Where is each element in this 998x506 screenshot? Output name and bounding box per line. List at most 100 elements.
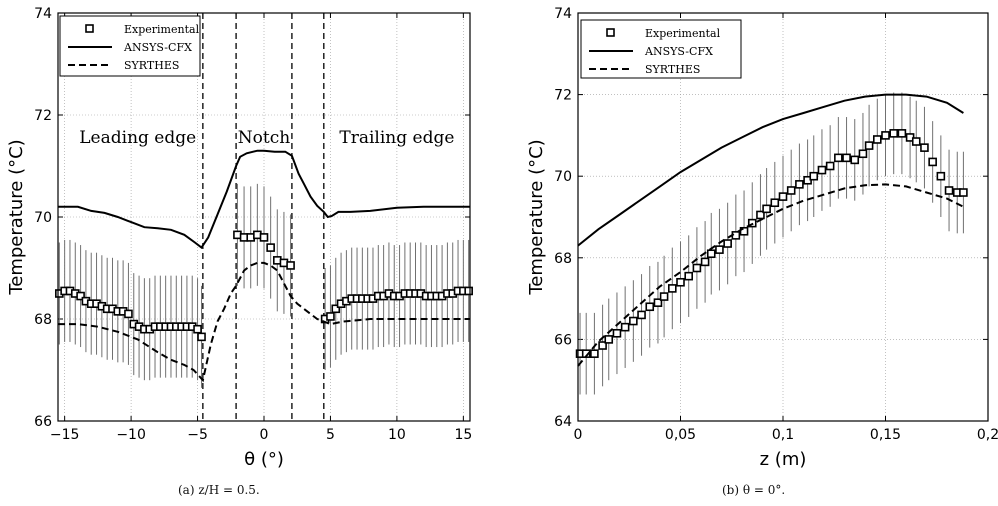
legend-label: SYRTHES (124, 59, 179, 72)
data-point-marker (612, 328, 622, 338)
caption-b: (b) θ = 0°. (722, 483, 786, 497)
x-tick-label: 0 (574, 427, 583, 443)
legend-marker-sample (606, 28, 615, 37)
y-tick-label: 72 (34, 108, 52, 124)
caption-a: (a) z/H = 0.5. (178, 483, 260, 497)
y-tick-label: 66 (34, 414, 52, 430)
y-tick-label: 70 (34, 210, 52, 226)
data-point-marker (259, 233, 269, 242)
legend-label: Experimental (124, 23, 200, 36)
y-tick-label: 66 (554, 332, 572, 348)
y-tick-label: 74 (554, 6, 572, 22)
chart-b: 0 0,05 0,1 0,15 0,2 64 66 68 70 72 74 z (m) Temperat… (526, 6, 998, 470)
data-point-marker (786, 186, 796, 195)
data-point-marker (706, 249, 716, 259)
data-point-marker (959, 188, 968, 197)
data-point-marker (864, 141, 874, 150)
data-point-marker (331, 304, 341, 314)
data-point-marker (936, 171, 946, 181)
y-axis-label: Temperature (°C) (526, 139, 547, 295)
data-point-marker (266, 243, 275, 252)
y-tick-label: 68 (554, 251, 572, 267)
data-point-marker (778, 192, 788, 201)
x-tick-label: −10 (116, 427, 146, 443)
legend-label: Experimental (645, 27, 721, 40)
data-point-marker (842, 153, 851, 163)
data-point-marker (653, 298, 663, 307)
data-point-marker (911, 137, 921, 146)
plot-frame (57, 12, 471, 422)
x-tick-label: 0,1 (772, 427, 794, 443)
data-point-marker (76, 291, 85, 301)
series-line-syrthes (577, 183, 964, 367)
plot-frame (577, 12, 989, 422)
data-point-marker (684, 271, 694, 281)
data-point-marker (197, 332, 206, 342)
series-line-syrthes (58, 261, 470, 383)
data-point-marker (795, 180, 804, 189)
data-point-marker (637, 310, 646, 320)
data-point-marker (834, 153, 843, 163)
y-axis-label: Temperature (°C) (6, 139, 27, 295)
data-point-marker (692, 263, 702, 273)
x-tick-label: 5 (326, 427, 335, 443)
data-point-marker (659, 292, 669, 301)
data-point-marker (598, 341, 607, 350)
data-point-marker (464, 286, 473, 296)
y-tick-label: 74 (34, 6, 52, 22)
data-point-marker (667, 284, 677, 293)
data-point-marker (629, 316, 638, 326)
x-tick-label: 0 (260, 427, 269, 443)
series-line-ansys-cfx (577, 93, 964, 247)
data-point-marker (326, 312, 335, 321)
legend-label: SYRTHES (645, 63, 700, 76)
data-point-marker (700, 257, 710, 267)
data-point-marker (676, 277, 685, 287)
y-tick-label: 64 (554, 414, 572, 430)
y-tick-label: 70 (554, 169, 572, 185)
legend-label: ANSYS-CFX (123, 41, 192, 54)
data-point-marker (920, 143, 929, 152)
data-point-marker (286, 261, 295, 270)
legend-label: ANSYS-CFX (644, 45, 713, 58)
chart-a: −15 −10 −5 0 5 10 15 66 68 70 72 74 θ (°) Temperature… (6, 6, 473, 470)
x-tick-label: 0,05 (665, 427, 696, 443)
data-point-marker (124, 309, 133, 319)
data-point-marker (944, 186, 954, 195)
data-point-marker (897, 129, 907, 138)
data-point-marker (770, 198, 780, 208)
data-point-marker (928, 157, 937, 167)
x-tick-label: −5 (187, 427, 208, 443)
region-label: Leading edge (79, 128, 196, 148)
data-point-marker (620, 322, 630, 332)
data-point-marker (715, 245, 724, 254)
series-line-ansys-cfx (58, 149, 470, 250)
x-tick-label: 10 (388, 427, 406, 443)
data-point-marker (889, 129, 899, 138)
data-point-marker (881, 131, 890, 140)
x-axis-label: θ (°) (244, 449, 284, 470)
data-point-marker (809, 171, 819, 181)
legend-marker-sample (85, 24, 94, 33)
x-tick-label: 0,15 (870, 427, 901, 443)
data-point-marker (872, 135, 882, 144)
x-axis-label: z (m) (760, 449, 807, 470)
data-point-marker (858, 149, 868, 159)
region-label: Trailing edge (339, 128, 454, 148)
legend-b: Experimental ANSYS-CFX SYRTHES (580, 19, 742, 79)
data-point-marker (193, 324, 202, 334)
data-point-marker (850, 155, 860, 165)
y-tick-label: 72 (554, 88, 572, 104)
x-tick-label: 0,2 (977, 427, 998, 443)
data-point-marker (723, 239, 732, 248)
data-point-marker (604, 335, 614, 344)
data-point-marker (825, 161, 835, 171)
data-point-marker (645, 302, 655, 312)
x-tick-label: 15 (454, 427, 472, 443)
data-point-marker (762, 204, 771, 214)
data-point-marker (817, 165, 827, 175)
data-point-marker (739, 226, 749, 236)
x-tick-label: −15 (50, 427, 80, 443)
data-point-marker (756, 210, 765, 220)
